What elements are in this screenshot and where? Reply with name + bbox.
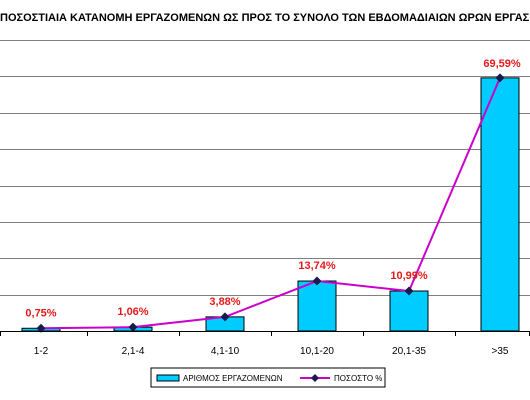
chart-title: ΠΟΣΟΣΤΙΑΙΑ ΚΑΤΑΝΟΜΗ ΕΡΓΑΖΟΜΕΝΩΝ ΩΣ ΠΡΟΣ … [0, 12, 530, 24]
legend-label-line: ΠΟΣΟΣΤΟ % [334, 374, 382, 383]
legend-swatch-bar [156, 374, 180, 382]
gridlines [0, 40, 530, 332]
x-tick-label-2,1-4: 2,1-4 [122, 346, 145, 357]
line-point-2,1-4 [128, 322, 138, 332]
line-point-20,1-35 [404, 286, 414, 296]
line-point->35 [495, 73, 505, 83]
line-series [36, 73, 505, 333]
data-label-2,1-4: 1,06% [117, 306, 148, 318]
bar->35 [480, 77, 520, 332]
legend-swatch-marker [311, 374, 319, 382]
data-label-1-2: 0,75% [25, 307, 56, 319]
data-labels: 0,75% 1,06% 3,88% 13,74% 10,99% 69,59% [25, 58, 520, 319]
x-axis: 1-2 2,1-4 4,1-10 10,1-20 20,1-35 >35 [0, 331, 530, 357]
bar-10,1-20 [297, 280, 337, 332]
data-label-4,1-10: 3,88% [209, 296, 240, 308]
line-point-1-2 [36, 323, 46, 333]
line-point-10,1-20 [312, 276, 322, 286]
legend-box [150, 367, 386, 388]
bar-20,1-35 [389, 290, 429, 332]
x-tick-label-1-2: 1-2 [34, 346, 49, 357]
bar-series [21, 77, 520, 332]
legend: ΑΡΙΘΜΟΣ ΕΡΓΑΖΟΜΕΝΩΝ ΠΟΣΟΣΤΟ % [150, 367, 386, 388]
data-label->35: 69,59% [483, 58, 521, 70]
x-tick-label-20,1-35: 20,1-35 [392, 346, 426, 357]
x-tick-label-4,1-10: 4,1-10 [211, 346, 240, 357]
line-point-4,1-10 [220, 312, 230, 322]
data-label-10,1-20: 13,74% [298, 260, 336, 272]
legend-label-bar: ΑΡΙΘΜΟΣ ΕΡΓΑΖΟΜΕΝΩΝ [183, 374, 283, 383]
line-path [40, 77, 501, 330]
x-tick-label-10,1-20: 10,1-20 [300, 346, 334, 357]
data-label-20,1-35: 10,99% [390, 270, 428, 282]
x-tick-label->35: >35 [492, 346, 509, 357]
